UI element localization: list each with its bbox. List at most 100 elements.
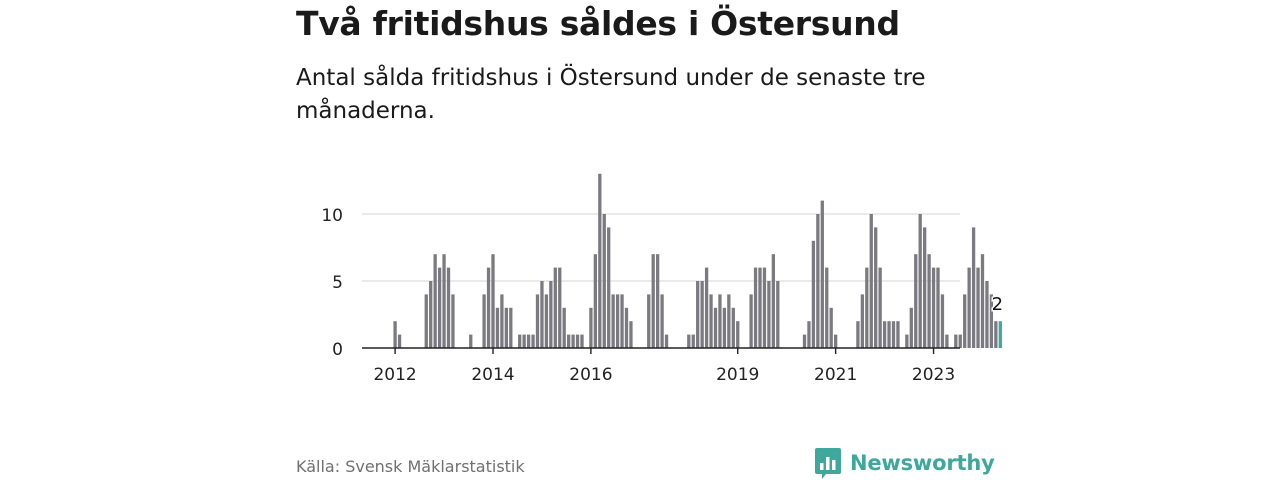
bar bbox=[891, 321, 896, 348]
bar bbox=[753, 267, 758, 348]
bar bbox=[905, 334, 909, 348]
bar bbox=[940, 294, 945, 348]
bar bbox=[971, 227, 976, 348]
bar bbox=[544, 294, 549, 348]
bar bbox=[629, 321, 633, 348]
bar bbox=[834, 334, 838, 348]
bar bbox=[660, 294, 664, 348]
bar bbox=[887, 321, 891, 348]
bar bbox=[896, 321, 900, 348]
x-tick-label: 2021 bbox=[814, 365, 857, 385]
bar bbox=[469, 334, 473, 348]
x-tick-label: 2012 bbox=[373, 365, 416, 385]
bar bbox=[571, 334, 575, 348]
bar bbox=[429, 281, 433, 348]
bar bbox=[807, 321, 811, 348]
bar bbox=[704, 267, 709, 348]
bar bbox=[598, 173, 602, 348]
bar bbox=[860, 294, 864, 348]
bar bbox=[918, 214, 922, 348]
bar bbox=[771, 254, 775, 348]
y-tick-label: 0 bbox=[332, 340, 343, 360]
bar bbox=[442, 254, 446, 348]
bar bbox=[980, 254, 985, 348]
bar bbox=[518, 334, 522, 348]
bar bbox=[446, 267, 451, 348]
bar bbox=[767, 281, 771, 348]
bar bbox=[758, 267, 762, 348]
source-note: Källa: Svensk Mäklarstatistik bbox=[296, 457, 525, 476]
bar bbox=[615, 294, 620, 348]
bar bbox=[691, 334, 695, 348]
bar bbox=[776, 281, 780, 348]
bar bbox=[624, 307, 629, 348]
bar bbox=[709, 294, 713, 348]
bar bbox=[664, 334, 669, 348]
bar bbox=[535, 294, 540, 348]
bar bbox=[762, 267, 767, 348]
bar bbox=[687, 334, 691, 348]
bar bbox=[504, 307, 508, 348]
bar bbox=[575, 334, 580, 348]
bar bbox=[495, 307, 500, 348]
bar bbox=[713, 307, 718, 348]
x-tick-label: 2019 bbox=[716, 365, 759, 385]
bar bbox=[558, 267, 562, 348]
bar bbox=[874, 227, 878, 348]
bar bbox=[749, 294, 753, 348]
bar bbox=[727, 294, 731, 348]
bar bbox=[856, 321, 860, 348]
bar-chart: 2 0 5 10 2012 2014 2016 2019 2021 2023 bbox=[321, 173, 1005, 385]
bar bbox=[607, 227, 611, 348]
brand-logo: Newsworthy bbox=[814, 446, 995, 480]
bar bbox=[540, 281, 544, 348]
bar bbox=[451, 294, 455, 348]
bar bbox=[722, 307, 727, 348]
bar bbox=[989, 294, 994, 348]
bar bbox=[882, 321, 887, 348]
newsworthy-logo-icon bbox=[815, 448, 841, 479]
bar bbox=[954, 334, 958, 348]
bar bbox=[522, 334, 526, 348]
bar bbox=[696, 281, 700, 348]
bar bbox=[976, 267, 980, 348]
x-tick-label: 2023 bbox=[912, 365, 955, 385]
bar bbox=[931, 267, 936, 348]
highlight-data-label: 2 bbox=[992, 294, 1003, 315]
bar bbox=[549, 281, 553, 348]
bar bbox=[562, 307, 566, 348]
bar bbox=[736, 321, 740, 348]
bar bbox=[589, 307, 593, 348]
bar bbox=[482, 294, 486, 348]
y-tick-label: 10 bbox=[321, 206, 343, 226]
bar bbox=[656, 254, 660, 348]
bar bbox=[593, 254, 597, 348]
bar bbox=[486, 267, 491, 348]
bar bbox=[611, 294, 615, 348]
y-tick-label: 5 bbox=[332, 273, 343, 293]
bar bbox=[945, 334, 949, 348]
chart-subtitle: Antal sålda fritidshus i Östersund under… bbox=[296, 65, 926, 124]
bar bbox=[878, 267, 882, 348]
bar bbox=[914, 254, 918, 348]
highlight-bar bbox=[998, 321, 1002, 348]
bar bbox=[731, 307, 735, 348]
bar bbox=[923, 227, 927, 348]
bar bbox=[531, 334, 535, 348]
brand-name: Newsworthy bbox=[850, 451, 995, 475]
bar bbox=[700, 281, 704, 348]
bar bbox=[647, 294, 651, 348]
bar bbox=[994, 321, 998, 348]
bar bbox=[816, 214, 820, 348]
bar bbox=[825, 267, 829, 348]
bar bbox=[958, 334, 962, 348]
bar bbox=[985, 281, 989, 348]
bars: 2 bbox=[393, 173, 1005, 348]
bar bbox=[718, 294, 722, 348]
chart-title: Två fritidshus såldes i Östersund bbox=[296, 4, 900, 43]
bar bbox=[433, 254, 437, 348]
bar bbox=[424, 294, 428, 348]
x-tick-label: 2016 bbox=[569, 365, 612, 385]
bar bbox=[393, 321, 397, 348]
gridlines bbox=[362, 213, 960, 282]
